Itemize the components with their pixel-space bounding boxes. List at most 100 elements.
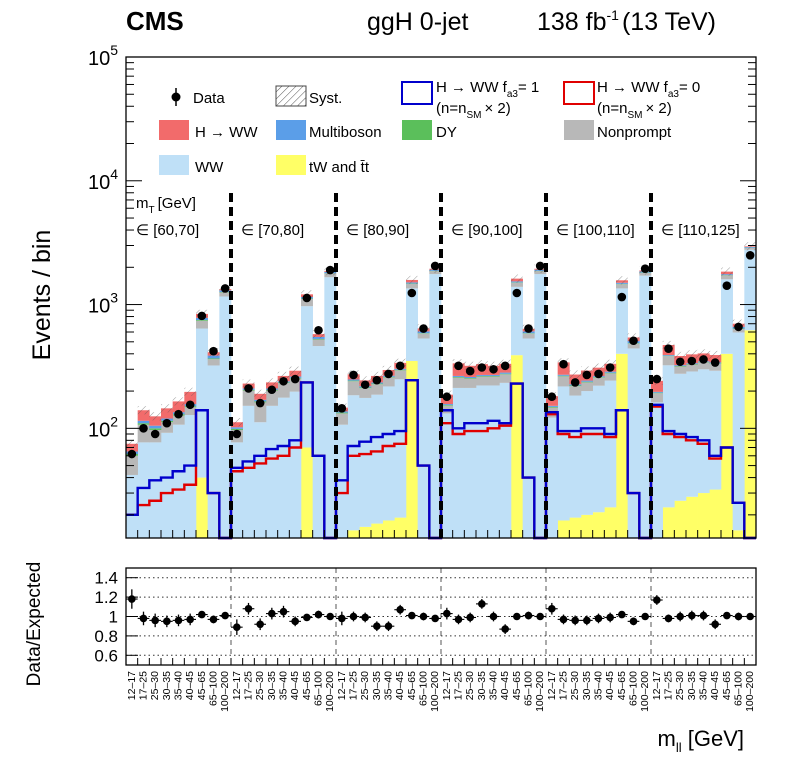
- bar-multiboson: [452, 375, 465, 377]
- bar-multiboson: [546, 405, 558, 407]
- data-point: [325, 265, 335, 275]
- bar-nonprompt: [662, 356, 675, 366]
- data-point: [722, 281, 732, 291]
- syst-band: [172, 397, 185, 406]
- ratio-point: [291, 617, 299, 626]
- bar-ww: [289, 391, 302, 538]
- bar-ww: [511, 286, 523, 356]
- x-tick-label: 65–100: [628, 671, 640, 706]
- syst-band: [686, 350, 698, 359]
- ratio-point: [163, 617, 171, 626]
- data-point: [220, 284, 230, 293]
- bar-nonprompt: [219, 292, 232, 297]
- ratio-point: [443, 609, 451, 618]
- data-point: [640, 264, 650, 273]
- x-tick-label: 40–45: [709, 671, 721, 700]
- ratio-point: [583, 616, 591, 625]
- bar-nonprompt: [394, 370, 407, 380]
- ratio-point: [571, 616, 579, 625]
- ratio-point: [244, 604, 253, 613]
- y-axis-title: Events / bin: [28, 230, 56, 361]
- x-tick-label: 17–25: [138, 671, 150, 700]
- ratio-point: [711, 620, 719, 629]
- x-tick-label: 40–45: [394, 671, 406, 700]
- bar-top: [371, 523, 383, 538]
- syst-band: [697, 349, 710, 358]
- bar-ww: [429, 274, 442, 538]
- data-point: [407, 288, 417, 298]
- bar-ww: [277, 397, 290, 538]
- data-point: [232, 429, 242, 439]
- ratio-point: [303, 613, 311, 622]
- bar-nonprompt: [266, 390, 278, 406]
- bar-ww: [149, 442, 162, 538]
- bar-ww: [604, 380, 617, 508]
- data-point: [734, 322, 743, 332]
- data-point: [395, 361, 405, 371]
- bar-nonprompt: [616, 284, 628, 289]
- data-point: [360, 380, 370, 390]
- x-tick-label: 45–65: [406, 671, 418, 700]
- bar-top: [686, 496, 698, 538]
- bar-multiboson: [557, 374, 570, 376]
- ratio-point: [723, 611, 731, 620]
- bar-nonprompt: [464, 378, 477, 388]
- bar-dy: [347, 380, 360, 382]
- ratio-point: [268, 609, 276, 618]
- y-tick-label: 105: [88, 42, 118, 70]
- data-point: [500, 361, 510, 371]
- bar-nonprompt: [161, 422, 173, 433]
- x-tick-label: 65–100: [208, 671, 220, 706]
- data-point: [710, 358, 720, 367]
- data-point: [430, 261, 440, 271]
- syst-band: [569, 370, 581, 379]
- bar-ww: [721, 279, 733, 354]
- ratio-point: [688, 611, 696, 620]
- bar-dy: [546, 406, 558, 408]
- bar-multiboson: [487, 374, 500, 376]
- x-tick-label: 100–200: [744, 671, 756, 712]
- ratio-point: [384, 622, 393, 630]
- bar-top: [662, 507, 675, 538]
- data-point: [524, 324, 533, 333]
- bar-ww: [266, 405, 278, 538]
- bar-dy: [499, 373, 512, 375]
- bar-nonprompt: [184, 407, 197, 416]
- ratio-point: [233, 623, 241, 631]
- data-point: [699, 355, 708, 364]
- legend: Data Syst. H → WW fa3= 1 (n=nSM × 2) H → …: [159, 79, 700, 176]
- bar-ww: [324, 277, 337, 538]
- legend-top-swatch: [276, 155, 306, 175]
- data-point: [255, 398, 265, 408]
- bar-nonprompt: [406, 283, 418, 289]
- bar-top: [359, 526, 372, 538]
- ratio-y-tick-label: 0.8: [94, 627, 118, 646]
- data-point: [535, 261, 545, 271]
- ratio-point: [198, 610, 206, 619]
- bar-ww: [231, 442, 243, 538]
- ratio-point: [174, 616, 183, 625]
- bar-ww: [534, 274, 547, 538]
- syst-band: [592, 363, 605, 372]
- bar-dy: [604, 372, 617, 374]
- x-tick-label: 100–200: [219, 671, 231, 712]
- data-point: [465, 366, 475, 376]
- bar-nonprompt: [686, 364, 698, 372]
- x-tick-label: 35–40: [593, 671, 605, 700]
- bar-ww: [359, 397, 372, 527]
- x-tick-label: 17–25: [663, 671, 675, 700]
- bar-multiboson: [662, 355, 675, 356]
- data-point: [279, 376, 288, 386]
- syst-band: [126, 439, 138, 448]
- bar-nonprompt: [242, 390, 255, 406]
- x-tick-label: 35–40: [278, 671, 290, 700]
- x-tick-label: 30–35: [266, 671, 278, 700]
- bar-ww: [254, 422, 267, 538]
- bar-nonprompt: [581, 382, 593, 392]
- ratio-point: [478, 600, 486, 608]
- bar-nonprompt: [604, 373, 617, 381]
- bar-multiboson: [441, 404, 453, 406]
- legend-hww-label: H → WW: [195, 124, 258, 141]
- bar-hww: [161, 408, 173, 419]
- ratio-point: [373, 622, 381, 630]
